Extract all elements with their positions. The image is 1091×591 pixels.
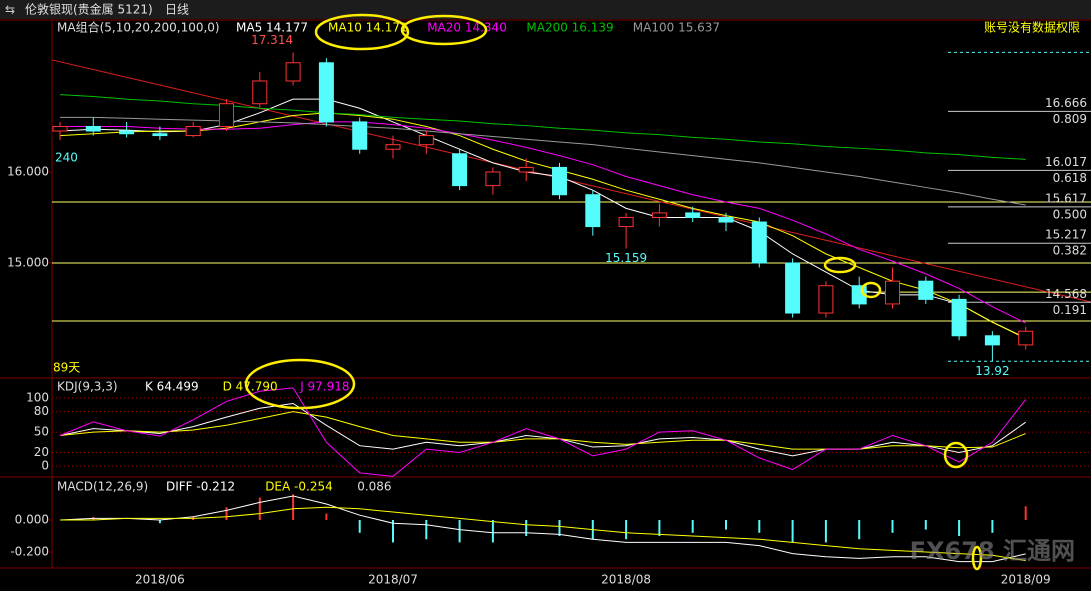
- highlight-ellipse: [244, 358, 356, 410]
- legend-entry: J 97.918: [299, 380, 349, 394]
- candle-body: [518, 166, 534, 173]
- highlight-ellipse: [314, 13, 410, 51]
- y-tick-label: 16.000: [7, 164, 49, 178]
- candle-body: [152, 133, 168, 137]
- back-icon[interactable]: ⇆: [5, 3, 15, 17]
- fib-price: 16.666: [1045, 96, 1087, 110]
- y-tick-label: 15.000: [7, 255, 49, 269]
- highlight-ellipse: [860, 281, 882, 299]
- candle-body: [984, 335, 1000, 346]
- indicator-line: [59, 402, 1026, 457]
- y-tick-label: 0.000: [15, 513, 49, 527]
- candle-body: [219, 103, 234, 127]
- candle-body: [918, 280, 934, 300]
- candle-body: [452, 153, 468, 187]
- macd-line: [60, 506, 1026, 562]
- fib-price: 16.017: [1045, 155, 1087, 169]
- macd-line: [59, 495, 1026, 563]
- x-tick-label: 2018/07: [368, 573, 418, 587]
- left-label: 240: [55, 151, 78, 165]
- y-tick-label: -0.200: [10, 545, 49, 559]
- legend-entry: DIFF -0.212: [166, 480, 235, 494]
- highlight-ellipse: [400, 14, 488, 46]
- highlight-ellipse: [823, 256, 857, 274]
- days-label: 89天: [53, 361, 80, 375]
- marks: 15.000 16.000 16.666 0.809 16.017 0.618 15.617…: [7, 20, 1091, 587]
- candle-body: [585, 194, 601, 228]
- y-tick-label: 80: [34, 404, 49, 418]
- legend-entry: MA10 14.171: [328, 21, 408, 35]
- watermark: FX678 汇通网: [910, 537, 1075, 565]
- legend-title: KDJ(9,3,3): [57, 380, 118, 394]
- candle-body: [252, 80, 268, 105]
- toolbar-title[interactable]: 伦敦银现(贵金属 5121): [25, 2, 153, 17]
- candle-body: [119, 130, 135, 135]
- legend-entry: MA200 16.139: [526, 21, 613, 35]
- candle-body: [552, 166, 567, 196]
- candle-body: [818, 285, 834, 314]
- highlight-ellipse: [943, 441, 969, 469]
- candle-body: [685, 212, 701, 218]
- legend-title: MA组合(5,10,20,200,100,0): [57, 20, 220, 35]
- fib-ratio: 0.191: [1053, 303, 1087, 317]
- candle-body: [352, 121, 368, 150]
- highlight-ellipse: [971, 545, 983, 571]
- candle-body: [285, 62, 301, 82]
- fib-ratio: 0.382: [1053, 244, 1087, 258]
- candle-body: [718, 216, 734, 223]
- fib-price: 15.217: [1045, 228, 1087, 242]
- notice: 账号没有数据权限: [984, 20, 1080, 35]
- candle-body: [951, 298, 967, 337]
- fib-ratio: 0.618: [1053, 171, 1087, 185]
- candle-body: [885, 280, 900, 305]
- fib-ratio: 0.809: [1053, 112, 1087, 126]
- legend-entry: MA20 14.340: [427, 21, 507, 35]
- legend-entry: D 47.790: [223, 380, 278, 394]
- legend-entry: K 64.499: [145, 380, 199, 394]
- y-tick-label: 50: [34, 425, 49, 439]
- candle-body: [85, 125, 101, 132]
- ma-line: [60, 121, 1026, 324]
- legend-entry: MA100 15.637: [633, 21, 720, 35]
- legend-entry: DEA -0.254: [265, 480, 333, 494]
- high-label: 17.314: [251, 33, 293, 47]
- candle-body: [751, 221, 767, 264]
- x-tick-label: 2018/08: [601, 573, 651, 587]
- candle-body: [385, 144, 401, 150]
- y-tick-label: 100: [26, 391, 49, 405]
- legend-title: MACD(12,26,9): [57, 480, 148, 494]
- y-tick-label: 20: [34, 445, 49, 459]
- candle-body: [618, 216, 634, 228]
- candle-body: [1018, 330, 1034, 346]
- candle-body: [485, 171, 501, 187]
- candle-body: [418, 135, 434, 146]
- fib-ratio: 0.500: [1053, 207, 1087, 221]
- y-tick-label: 0: [41, 459, 49, 473]
- candle-body: [651, 212, 667, 218]
- highlights: [244, 13, 983, 571]
- candle-body: [185, 125, 201, 137]
- low-label: 13.92: [975, 364, 1009, 378]
- toolbar: [0, 0, 1091, 19]
- swing-low-label: 15.159: [605, 251, 647, 265]
- candle-body: [318, 62, 334, 123]
- frames: [0, 19, 1091, 569]
- fib-price: 14.568: [1045, 287, 1087, 301]
- indicator-line: [59, 411, 1026, 450]
- toolbar-period[interactable]: 日线: [165, 3, 189, 17]
- indicator-line: [59, 387, 1027, 477]
- fib-price: 15.617: [1045, 191, 1087, 205]
- x-tick-label: 2018/09: [1001, 573, 1051, 587]
- candle-body: [785, 262, 801, 314]
- legend-entry: MA5 14.177: [236, 21, 308, 35]
- x-tick-label: 2018/06: [135, 573, 185, 587]
- candle-body: [52, 125, 68, 132]
- legend-entry: 0.086: [357, 480, 391, 494]
